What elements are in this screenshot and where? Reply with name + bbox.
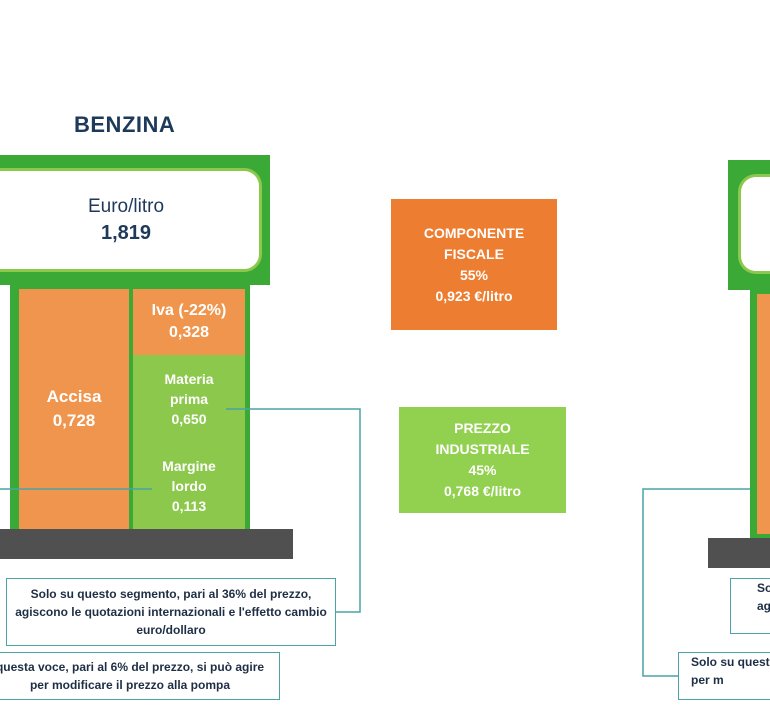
unit-label: Euro/litro: [87, 196, 165, 217]
industriale-value: 0,768 €/litro: [443, 483, 522, 499]
iva-value: 0,328: [168, 324, 210, 341]
right-note-segment: Solo agisc: [730, 578, 770, 634]
margine-label-2: lordo: [171, 478, 207, 494]
accisa-value: 0,728: [52, 411, 96, 430]
fiscale-value: 0,923 €/litro: [435, 287, 513, 304]
right-segment: [757, 294, 770, 534]
segment-materia-prima: Materia prima 0,650: [133, 355, 245, 443]
fiscale-percent: 55%: [459, 266, 489, 283]
page-title: BENZINA: [74, 112, 176, 137]
legend-componente-fiscale: COMPONENTE FISCALE 55% 0,923 €/litro: [391, 199, 557, 330]
legend-prezzo-industriale: PREZZO INDUSTRIALE 45% 0,768 €/litro: [399, 407, 566, 513]
pump-display: Euro/litro 1,819: [0, 168, 262, 272]
segment-iva: Iva (-22%) 0,328: [133, 289, 245, 355]
industriale-line1: PREZZO: [454, 420, 511, 436]
note-voice: questa voce, pari al 6% del prezzo, si p…: [0, 652, 280, 700]
right-pump-display: [738, 174, 770, 274]
right-note-voice-line2: per m: [691, 673, 724, 687]
right-note-voice: Solo su questa per m: [678, 652, 770, 700]
segment-margine-lordo: Margine lordo 0,113: [133, 443, 245, 529]
industriale-percent: 45%: [468, 462, 497, 478]
note-voice-text: questa voce, pari al 6% del prezzo, si p…: [0, 660, 265, 692]
right-note-voice-line1: Solo su questa: [691, 655, 770, 669]
industriale-line2: INDUSTRIALE: [435, 441, 530, 457]
note-segment: Solo su questo segmento, pari al 36% del…: [6, 578, 336, 646]
materia-value: 0,650: [171, 411, 207, 427]
right-pump-base: [708, 538, 770, 568]
margine-value: 0,113: [171, 498, 207, 514]
accisa-label: Accisa: [46, 387, 102, 406]
materia-label-2: prima: [169, 391, 209, 407]
total-price: 1,819: [100, 222, 152, 244]
connector-right-margine: [642, 488, 770, 677]
iva-label: Iva (-22%): [151, 302, 227, 319]
fiscale-line2: FISCALE: [444, 245, 504, 262]
materia-label-1: Materia: [164, 371, 214, 387]
margine-label-1: Margine: [162, 458, 216, 474]
right-note-segment-line1: Solo: [757, 581, 770, 595]
note-segment-text: Solo su questo segmento, pari al 36% del…: [15, 587, 327, 637]
fiscale-line1: COMPONENTE: [423, 224, 525, 241]
pump-base: [0, 529, 293, 559]
right-note-segment-line2: agisc: [757, 599, 770, 613]
connector-materia: [226, 408, 361, 613]
